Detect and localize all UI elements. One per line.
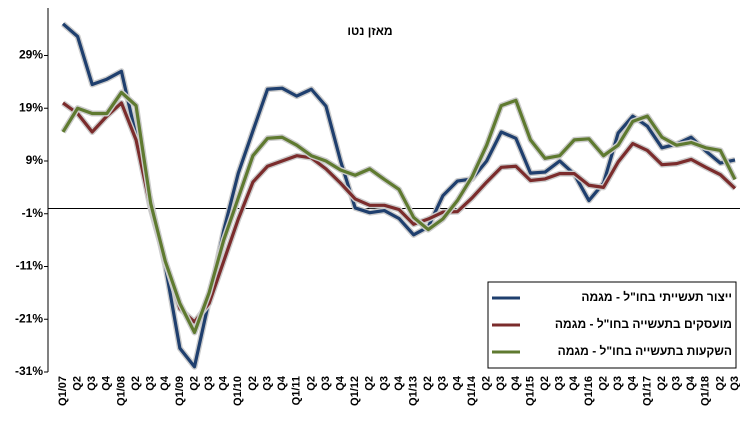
x-tick-label: Q3	[320, 376, 332, 391]
x-tick-label: Q3	[145, 376, 157, 391]
x-tick-label: Q1/07	[57, 376, 69, 406]
x-tick-label: Q1/10	[232, 376, 244, 406]
x-tick-label: Q1/16	[583, 376, 595, 406]
x-tick-label: Q4	[159, 375, 171, 391]
x-tick-label: Q4	[451, 375, 463, 391]
legend-box	[487, 281, 737, 369]
x-tick-label: Q2	[305, 376, 317, 391]
x-tick-label: Q2	[364, 376, 376, 391]
x-tick-label: Q1/18	[700, 376, 712, 406]
x-tick-label: Q1/14	[466, 375, 478, 406]
x-tick-label: Q4	[685, 375, 697, 391]
y-tick-label: -11%	[16, 259, 44, 273]
x-tick-label: Q2	[597, 376, 609, 391]
x-tick-label: Q4	[568, 375, 580, 391]
x-tick-label: Q3	[378, 376, 390, 391]
x-tick-label: Q3	[554, 376, 566, 391]
x-tick-label: Q2	[247, 376, 259, 391]
x-tick-label: Q4	[334, 375, 346, 391]
chart-title: מאזן נטו	[347, 24, 392, 38]
y-tick-label: 19%	[19, 100, 43, 114]
legend-label: השקעות בתעשייה בחו"ל - מגמה	[558, 344, 732, 358]
x-tick-label: Q2	[481, 376, 493, 391]
x-tick-label: Q2	[656, 376, 668, 391]
x-tick-label: Q1/12	[349, 376, 361, 406]
x-tick-label: Q4	[276, 375, 288, 391]
x-tick-label: Q1/08	[115, 376, 127, 406]
y-tick-label: 9%	[26, 153, 44, 167]
x-tick-label: Q1/15	[524, 376, 536, 406]
x-tick-label: Q2	[130, 376, 142, 391]
x-tick-label: Q4	[393, 375, 405, 391]
x-tick-label: Q4	[218, 375, 230, 391]
x-tick-label: Q3	[729, 376, 740, 391]
x-tick-label: Q3	[670, 376, 682, 391]
x-tick-label: Q1/11	[291, 376, 303, 405]
x-tick-label: Q2	[714, 376, 726, 391]
x-tick-label: Q4	[510, 375, 522, 391]
x-tick-label: Q2	[539, 376, 551, 391]
x-tick-label: Q2	[188, 376, 200, 391]
x-tick-label: Q3	[261, 376, 273, 391]
x-tick-label: Q2	[422, 376, 434, 391]
x-tick-label: Q2	[72, 376, 84, 391]
x-tick-label: Q3	[203, 376, 215, 391]
series-line	[61, 90, 737, 335]
x-tick-label: Q1/17	[641, 376, 653, 406]
y-tick-label: -21%	[15, 311, 43, 325]
x-tick-label: Q3	[495, 376, 507, 391]
y-tick-label: -31%	[15, 364, 43, 378]
x-tick-label: Q3	[437, 376, 449, 391]
x-tick-label: Q3	[86, 376, 98, 391]
legend-label: מועסקים בתעשייה בחו"ל - מגמה	[555, 317, 732, 331]
x-tick-label: Q1/09	[174, 376, 186, 406]
x-tick-label: Q4	[627, 375, 639, 391]
series-line	[61, 22, 736, 369]
x-tick-label: Q1/13	[408, 376, 420, 406]
y-tick-label: -1%	[22, 206, 44, 220]
x-tick-label: Q3	[612, 376, 624, 391]
x-tick-label: Q4	[101, 375, 113, 391]
y-tick-label: 29%	[19, 48, 43, 62]
legend-label: ייצור תעשייתי בחו"ל - מגמה	[581, 290, 732, 304]
